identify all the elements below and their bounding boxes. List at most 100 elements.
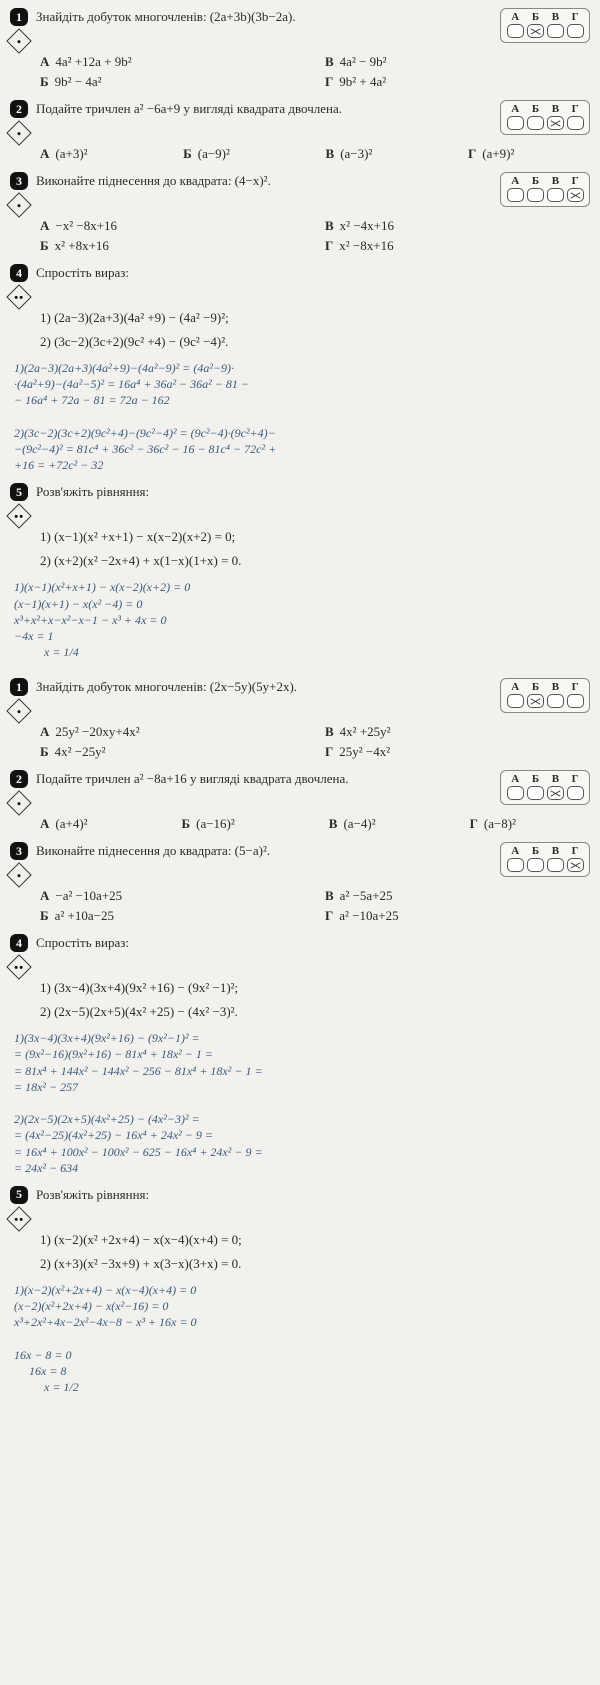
answer-cell[interactable] bbox=[567, 858, 584, 872]
badge: 1 bbox=[10, 8, 28, 26]
s2-q5: 5 Розв'яжіть рівняння: 1) (x−2)(x² +2x+4… bbox=[10, 1186, 590, 1272]
answer-cell[interactable] bbox=[507, 694, 524, 708]
option: Б(a−16)² bbox=[182, 816, 309, 832]
option: Гx² −8x+16 bbox=[325, 238, 590, 254]
answer-cell[interactable] bbox=[507, 188, 524, 202]
option: Г9b² + 4a² bbox=[325, 74, 590, 90]
hdr: Б bbox=[532, 175, 539, 187]
question-text: Виконайте піднесення до квадрата: (5−a)²… bbox=[36, 842, 492, 860]
answer-cell[interactable] bbox=[547, 786, 564, 800]
subitem: 2) (2x−5)(2x+5)(4x² +25) − (4x² −3)². bbox=[40, 1004, 590, 1020]
option: А25y² −20xy+4x² bbox=[40, 724, 305, 740]
answer-cell[interactable] bbox=[527, 858, 544, 872]
answer-cell[interactable] bbox=[507, 858, 524, 872]
handwritten-work: 1)(x−2)(x²+2x+4) − x(x−4)(x+4) = 0 (x−2)… bbox=[14, 1282, 586, 1395]
option: Б9b² − 4a² bbox=[40, 74, 305, 90]
s1-q4: 4 Спростіть вираз: 1) (2a−3)(2a+3)(4a² +… bbox=[10, 264, 590, 350]
option: А(a+4)² bbox=[40, 816, 162, 832]
option: А4a² +12a + 9b² bbox=[40, 54, 305, 70]
option: Б(a−9)² bbox=[183, 146, 305, 162]
answer-cell[interactable] bbox=[527, 786, 544, 800]
hdr: В bbox=[552, 103, 559, 115]
answer-cell[interactable] bbox=[567, 116, 584, 130]
answer-grid: А Б В Г bbox=[500, 678, 590, 713]
marker-icon bbox=[6, 791, 31, 816]
marker-icon bbox=[6, 1206, 31, 1231]
subitem: 1) (x−1)(x² +x+1) − x(x−2)(x+2) = 0; bbox=[40, 529, 590, 545]
badge: 1 bbox=[10, 678, 28, 696]
question-text: Знайдіть добуток многочленів: (2a+3b)(3b… bbox=[36, 8, 492, 26]
hdr: Б bbox=[532, 681, 539, 693]
marker-icon bbox=[6, 699, 31, 724]
question-text: Подайте тричлен a² −6a+9 у вигляді квадр… bbox=[36, 100, 492, 118]
hdr: А bbox=[511, 845, 519, 857]
option: Г(a−8)² bbox=[470, 816, 590, 832]
answer-cell[interactable] bbox=[567, 694, 584, 708]
handwritten-work: 1)(3x−4)(3x+4)(9x²+16) − (9x²−1)² = = (9… bbox=[14, 1030, 586, 1176]
answer-cell[interactable] bbox=[547, 858, 564, 872]
option: Г(a+9)² bbox=[468, 146, 590, 162]
marker-icon bbox=[6, 28, 31, 53]
hdr: Г bbox=[572, 175, 579, 187]
answer-cell[interactable] bbox=[567, 188, 584, 202]
question-text: Розв'яжіть рівняння: bbox=[36, 483, 590, 501]
subitem: 2) (x+3)(x² −3x+9) + x(3−x)(3+x) = 0. bbox=[40, 1256, 590, 1272]
badge: 2 bbox=[10, 100, 28, 118]
hdr: А bbox=[511, 103, 519, 115]
subitem: 2) (3c−2)(3c+2)(9c² +4) − (9c² −4)². bbox=[40, 334, 590, 350]
answer-cell[interactable] bbox=[527, 188, 544, 202]
badge: 5 bbox=[10, 1186, 28, 1204]
s2-q3: 3 Виконайте піднесення до квадрата: (5−a… bbox=[10, 842, 590, 924]
answer-cell[interactable] bbox=[567, 786, 584, 800]
hdr: Г bbox=[572, 773, 579, 785]
answer-cell[interactable] bbox=[547, 694, 564, 708]
answer-cell[interactable] bbox=[527, 694, 544, 708]
marker-icon bbox=[6, 504, 31, 529]
answer-cell[interactable] bbox=[567, 24, 584, 38]
question-text: Виконайте піднесення до квадрата: (4−x)²… bbox=[36, 172, 492, 190]
hdr: Г bbox=[572, 681, 579, 693]
answer-cell[interactable] bbox=[547, 188, 564, 202]
question-text: Розв'яжіть рівняння: bbox=[36, 1186, 590, 1204]
handwritten-work: 1)(2a−3)(2a+3)(4a²+9)−(4a²−9)² = (4a²−9)… bbox=[14, 360, 586, 473]
hdr: Г bbox=[572, 845, 579, 857]
badge: 4 bbox=[10, 934, 28, 952]
answer-cell[interactable] bbox=[527, 24, 544, 38]
badge: 2 bbox=[10, 770, 28, 788]
answer-grid: А Б В Г bbox=[500, 100, 590, 135]
question-text: Подайте тричлен a² −8a+16 у вигляді квад… bbox=[36, 770, 492, 788]
answer-cell[interactable] bbox=[527, 116, 544, 130]
hdr: В bbox=[552, 773, 559, 785]
badge: 4 bbox=[10, 264, 28, 282]
hdr: А bbox=[511, 681, 519, 693]
answer-cell[interactable] bbox=[547, 116, 564, 130]
answer-cell[interactable] bbox=[547, 24, 564, 38]
option: Гa² −10a+25 bbox=[325, 908, 590, 924]
answer-cell[interactable] bbox=[507, 24, 524, 38]
answer-grid: А Б В Г bbox=[500, 8, 590, 43]
option: В4a² − 9b² bbox=[325, 54, 590, 70]
hdr: Г bbox=[572, 11, 579, 23]
handwritten-work: 1)(x−1)(x²+x+1) − x(x−2)(x+2) = 0 (x−1)(… bbox=[14, 579, 586, 660]
marker-icon bbox=[6, 284, 31, 309]
option: А(a+3)² bbox=[40, 146, 163, 162]
hdr: Б bbox=[532, 11, 539, 23]
hdr: Б bbox=[532, 845, 539, 857]
answer-grid: А Б В Г bbox=[500, 770, 590, 805]
answer-cell[interactable] bbox=[507, 116, 524, 130]
option: А−a² −10a+25 bbox=[40, 888, 305, 904]
badge: 5 bbox=[10, 483, 28, 501]
question-text: Спростіть вираз: bbox=[36, 934, 590, 952]
hdr: В bbox=[552, 11, 559, 23]
subitem: 1) (3x−4)(3x+4)(9x² +16) − (9x² −1)²; bbox=[40, 980, 590, 996]
marker-icon bbox=[6, 192, 31, 217]
answer-cell[interactable] bbox=[507, 786, 524, 800]
question-text: Спростіть вираз: bbox=[36, 264, 590, 282]
subitem: 1) (2a−3)(2a+3)(4a² +9) − (4a² −9)²; bbox=[40, 310, 590, 326]
s2-q2: 2 Подайте тричлен a² −8a+16 у вигляді кв… bbox=[10, 770, 590, 832]
hdr: В bbox=[552, 175, 559, 187]
s2-q1: 1 Знайдіть добуток многочленів: (2x−5y)(… bbox=[10, 678, 590, 760]
badge: 3 bbox=[10, 172, 28, 190]
option: А−x² −8x+16 bbox=[40, 218, 305, 234]
hdr: В bbox=[552, 845, 559, 857]
